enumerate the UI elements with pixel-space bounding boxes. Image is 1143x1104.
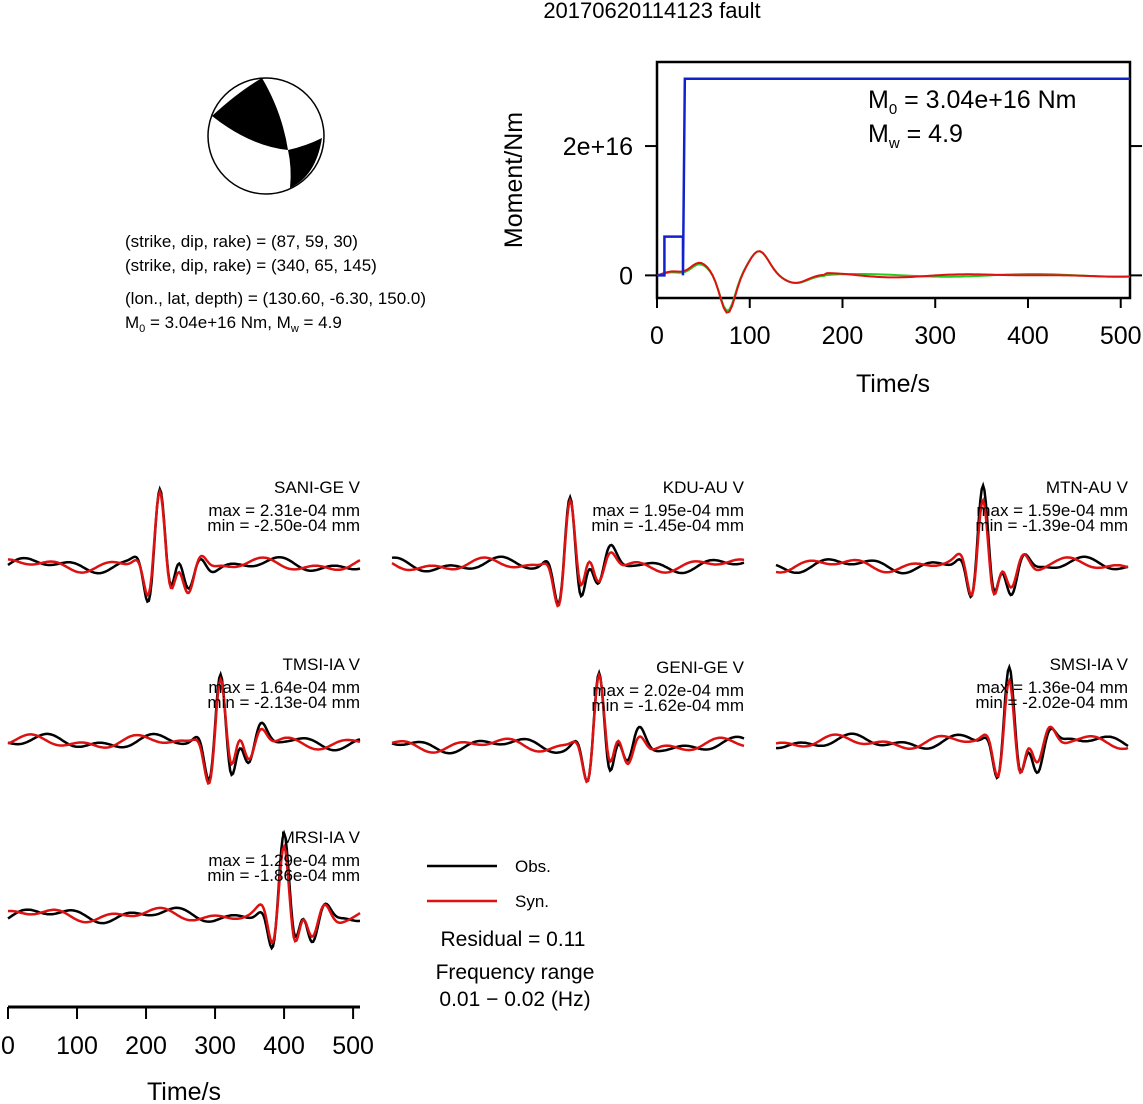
beachball-quadrant-right (288, 138, 322, 188)
station-name: MRSI-IA V (281, 828, 361, 847)
syn-trace (7, 843, 361, 945)
frequency-label: Frequency range (436, 961, 595, 984)
frequency-value: 0.01 − 0.02 (Hz) (439, 988, 590, 1011)
mechanism-line-2: (strike, dip, rake) = (340, 65, 145) (125, 256, 377, 275)
legend: Obs. Syn. Residual = 0.11 Frequency rang… (427, 857, 594, 1011)
bottom-xtick-label: 0 (1, 1032, 15, 1060)
station-min: min = -2.13e-04 mm (207, 693, 360, 712)
obs-trace (7, 670, 361, 782)
station-max: max = 2.31e-04 mm (208, 501, 360, 520)
mechanism-line-4: M0 = 3.04e+16 Nm, Mw = 4.9 (125, 313, 342, 335)
legend-syn-label: Syn. (515, 892, 549, 911)
syn-trace (7, 675, 361, 786)
station-min: min = -2.02e-04 mm (975, 693, 1128, 712)
moment-xtick-label: 100 (729, 322, 771, 350)
bottom-xtick-label: 300 (194, 1032, 236, 1060)
obs-trace (775, 663, 1129, 780)
moment-chart-frame (655, 60, 1132, 300)
figure-title: 20170620114123 fault (543, 0, 760, 23)
bottom-xtick-label: 200 (125, 1032, 167, 1060)
mechanism-line-3: (lon., lat, depth) = (130.60, -6.30, 150… (125, 289, 426, 308)
mechanism-line-1: (strike, dip, rake) = (87, 59, 30) (125, 232, 358, 251)
obs-trace (775, 481, 1129, 600)
moment-xlabel: Time/s (856, 370, 930, 398)
station-name: MTN-AU V (1046, 478, 1129, 497)
station-name: GENI-GE V (656, 658, 745, 677)
syn-trace (391, 497, 745, 608)
station-min: min = -1.62e-04 mm (591, 696, 744, 715)
moment-ylabel: Moment/Nm (500, 112, 528, 248)
moment-xtick-label: 200 (822, 322, 864, 350)
station-max: max = 1.36e-04 mm (976, 678, 1128, 697)
station-max: max = 1.59e-04 mm (976, 501, 1128, 520)
station-max: max = 1.95e-04 mm (592, 501, 744, 520)
station-name: KDU-AU V (663, 478, 745, 497)
bottom-ticks: 0 100 200 300 400 500 (1, 1007, 374, 1060)
moment-ytick-label: 2e+16 (563, 133, 633, 161)
moment-xtick-label: 500 (1100, 322, 1142, 350)
station-min: min = -2.50e-04 mm (207, 516, 360, 535)
moment-ytick-label: 0 (619, 262, 633, 290)
bottom-xtick-label: 400 (263, 1032, 305, 1060)
beachball-quadrant-upper (212, 78, 288, 150)
obs-trace (391, 668, 745, 784)
moment-series (657, 77, 1130, 277)
station-max: max = 1.64e-04 mm (208, 678, 360, 697)
bottom-xtick-label: 500 (332, 1032, 374, 1060)
beachball (207, 77, 325, 195)
moment-mw-label: Mw = 4.9 (868, 120, 963, 152)
bottom-axis: 0 100 200 300 400 500 Time/s (1, 1005, 374, 1104)
mechanism-text: (strike, dip, rake) = (87, 59, 30) (stri… (125, 232, 426, 335)
bottom-xlabel: Time/s (147, 1078, 221, 1104)
syn-trace (7, 488, 361, 598)
moment-synthetic-green (656, 250, 1131, 312)
station-max: max = 2.02e-04 mm (592, 681, 744, 700)
station-name: TMSI-IA V (283, 655, 361, 674)
moment-xtick-label: 0 (650, 322, 664, 350)
moment-xtick-label: 300 (914, 322, 956, 350)
moment-synthetic-red (656, 250, 1131, 314)
moment-m0-label: M0 = 3.04e+16 Nm (868, 86, 1076, 118)
station-name: SMSI-IA V (1050, 655, 1129, 674)
station-max: max = 1.29e-04 mm (208, 851, 360, 870)
syn-trace (775, 496, 1129, 597)
station-min: min = -1.39e-04 mm (975, 516, 1128, 535)
station-name: SANI-GE V (274, 478, 361, 497)
residual-label: Residual = 0.11 (441, 928, 586, 951)
station-min: min = -1.45e-04 mm (591, 516, 744, 535)
station-min: min = -1.86e-04 mm (207, 866, 360, 885)
moment-ticks: 0 100 200 300 400 500 0 2e+16 (563, 133, 1142, 350)
moment-xtick-label: 400 (1007, 322, 1049, 350)
syn-trace (775, 677, 1129, 778)
bottom-xtick-label: 100 (56, 1032, 98, 1060)
syn-trace (391, 671, 745, 784)
legend-obs-label: Obs. (515, 857, 551, 876)
